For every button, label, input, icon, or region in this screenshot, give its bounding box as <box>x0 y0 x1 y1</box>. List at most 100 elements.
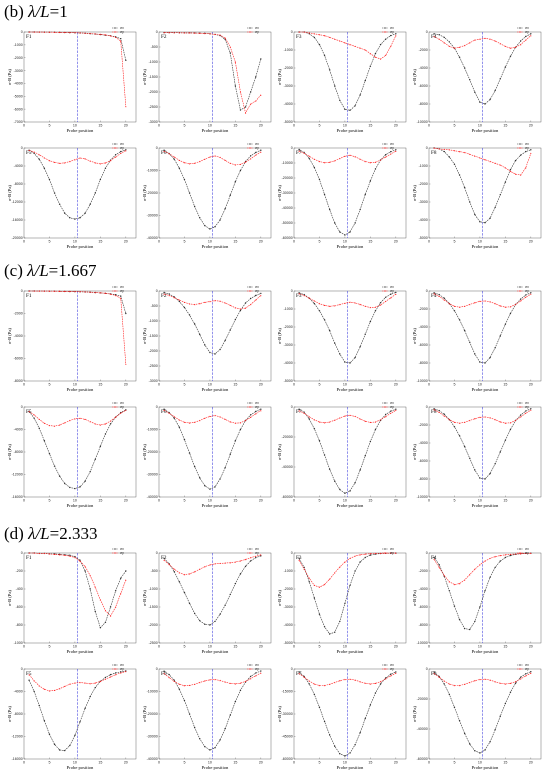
data-point-sigma-x <box>74 218 76 220</box>
data-point-sigma-y <box>519 174 522 176</box>
data-point-sigma-x <box>53 743 56 746</box>
data-point-sigma-x <box>469 201 471 203</box>
plot-frame <box>293 406 407 498</box>
data-point-sigma-x <box>229 453 231 455</box>
data-point-sigma-y <box>255 412 257 415</box>
legend-label: σy <box>525 146 529 150</box>
data-point-sigma-x <box>48 452 51 455</box>
y-tick-label: 0 <box>426 667 428 671</box>
x-axis-label: Probe position <box>472 387 499 392</box>
data-point-sigma-y <box>260 409 262 412</box>
data-point-sigma-x <box>114 590 117 592</box>
data-point-sigma-y <box>173 415 175 418</box>
x-axis-label: Probe position <box>202 128 229 133</box>
data-point-sigma-x <box>53 192 56 194</box>
data-point-sigma-y <box>339 157 341 160</box>
data-point-sigma-y <box>214 299 216 302</box>
plot-frame <box>158 552 272 644</box>
x-tick-label: 5 <box>453 761 455 765</box>
y-tick-label: -30000 <box>147 473 158 477</box>
series-line-sigma-x <box>163 149 261 230</box>
legend-label: σy <box>390 30 394 34</box>
x-tick-label: 15 <box>233 761 237 765</box>
data-point-sigma-x <box>234 181 237 183</box>
y-tick-label: 0 <box>426 30 428 34</box>
x-tick-label: 5 <box>48 240 50 244</box>
y-tick-label: -4000 <box>284 623 293 627</box>
data-point-sigma-x <box>244 302 247 304</box>
data-point-sigma-x <box>214 486 216 488</box>
data-point-sigma-x <box>125 570 127 572</box>
data-point-sigma-y <box>433 672 435 675</box>
data-point-sigma-y <box>458 306 461 308</box>
data-point-sigma-y <box>484 416 486 418</box>
y-tick-label: -1000 <box>149 587 158 591</box>
data-point-sigma-x <box>318 613 321 615</box>
data-point-sigma-x <box>484 749 486 751</box>
data-point-sigma-y <box>448 149 451 151</box>
data-point-sigma-x <box>298 148 300 151</box>
data-point-sigma-x <box>214 353 216 355</box>
data-point-sigma-x <box>209 351 211 354</box>
data-point-sigma-x <box>395 149 397 151</box>
data-point-sigma-y <box>183 684 186 687</box>
data-point-sigma-y <box>74 290 76 293</box>
data-point-sigma-x <box>28 679 30 681</box>
data-point-sigma-y <box>448 581 451 583</box>
data-point-sigma-x <box>479 752 481 754</box>
legend-marker <box>114 664 116 666</box>
data-point-sigma-x <box>188 713 191 715</box>
data-point-sigma-y <box>359 47 361 49</box>
data-point-sigma-x <box>509 312 512 315</box>
data-point-sigma-x <box>499 194 501 196</box>
plot-frame <box>23 147 137 239</box>
data-point-sigma-x <box>323 626 326 628</box>
data-point-sigma-x <box>114 154 117 156</box>
legend-marker <box>249 290 251 292</box>
data-point-sigma-y <box>458 582 461 585</box>
plot-frame <box>428 147 542 239</box>
data-point-sigma-y <box>84 291 86 293</box>
data-point-sigma-x <box>463 186 466 189</box>
data-point-sigma-y <box>349 678 351 680</box>
panel-label: F5 <box>26 150 32 156</box>
data-point-sigma-y <box>344 42 346 44</box>
data-point-sigma-x <box>525 294 527 296</box>
data-point-sigma-x <box>224 727 226 730</box>
data-point-sigma-y <box>48 553 51 555</box>
x-tick-label: 10 <box>478 645 482 649</box>
x-tick-label: 5 <box>453 124 455 128</box>
data-point-sigma-x <box>199 738 201 740</box>
data-point-sigma-y <box>458 422 461 424</box>
data-point-sigma-y <box>318 586 321 588</box>
legend-marker <box>249 664 251 666</box>
x-tick-label: 10 <box>73 383 77 387</box>
data-point-sigma-x <box>344 602 346 605</box>
data-point-sigma-y <box>479 678 481 681</box>
data-point-sigma-y <box>125 105 127 108</box>
data-point-sigma-x <box>234 700 237 703</box>
data-point-sigma-x <box>463 329 466 332</box>
plot-frame <box>428 31 542 123</box>
data-point-sigma-y <box>514 173 517 175</box>
data-point-sigma-x <box>204 224 206 227</box>
x-axis-label: Probe position <box>202 765 229 770</box>
data-point-sigma-y <box>499 554 501 557</box>
data-point-sigma-y <box>109 420 112 422</box>
data-point-sigma-y <box>344 155 346 157</box>
series-line-sigma-y <box>28 671 126 692</box>
data-point-sigma-y <box>64 685 66 688</box>
data-point-sigma-x <box>474 750 476 752</box>
data-point-sigma-y <box>453 583 456 586</box>
data-point-sigma-y <box>369 161 372 164</box>
x-axis-label: Probe position <box>337 387 364 392</box>
data-point-sigma-y <box>379 552 382 554</box>
x-tick-label: 15 <box>503 240 507 244</box>
data-point-sigma-y <box>364 682 366 684</box>
legend-marker <box>249 147 251 149</box>
data-point-sigma-x <box>204 485 206 487</box>
data-point-sigma-y <box>209 33 211 35</box>
data-point-sigma-y <box>379 304 382 306</box>
legend-marker <box>114 31 116 33</box>
data-point-sigma-y <box>58 31 61 33</box>
